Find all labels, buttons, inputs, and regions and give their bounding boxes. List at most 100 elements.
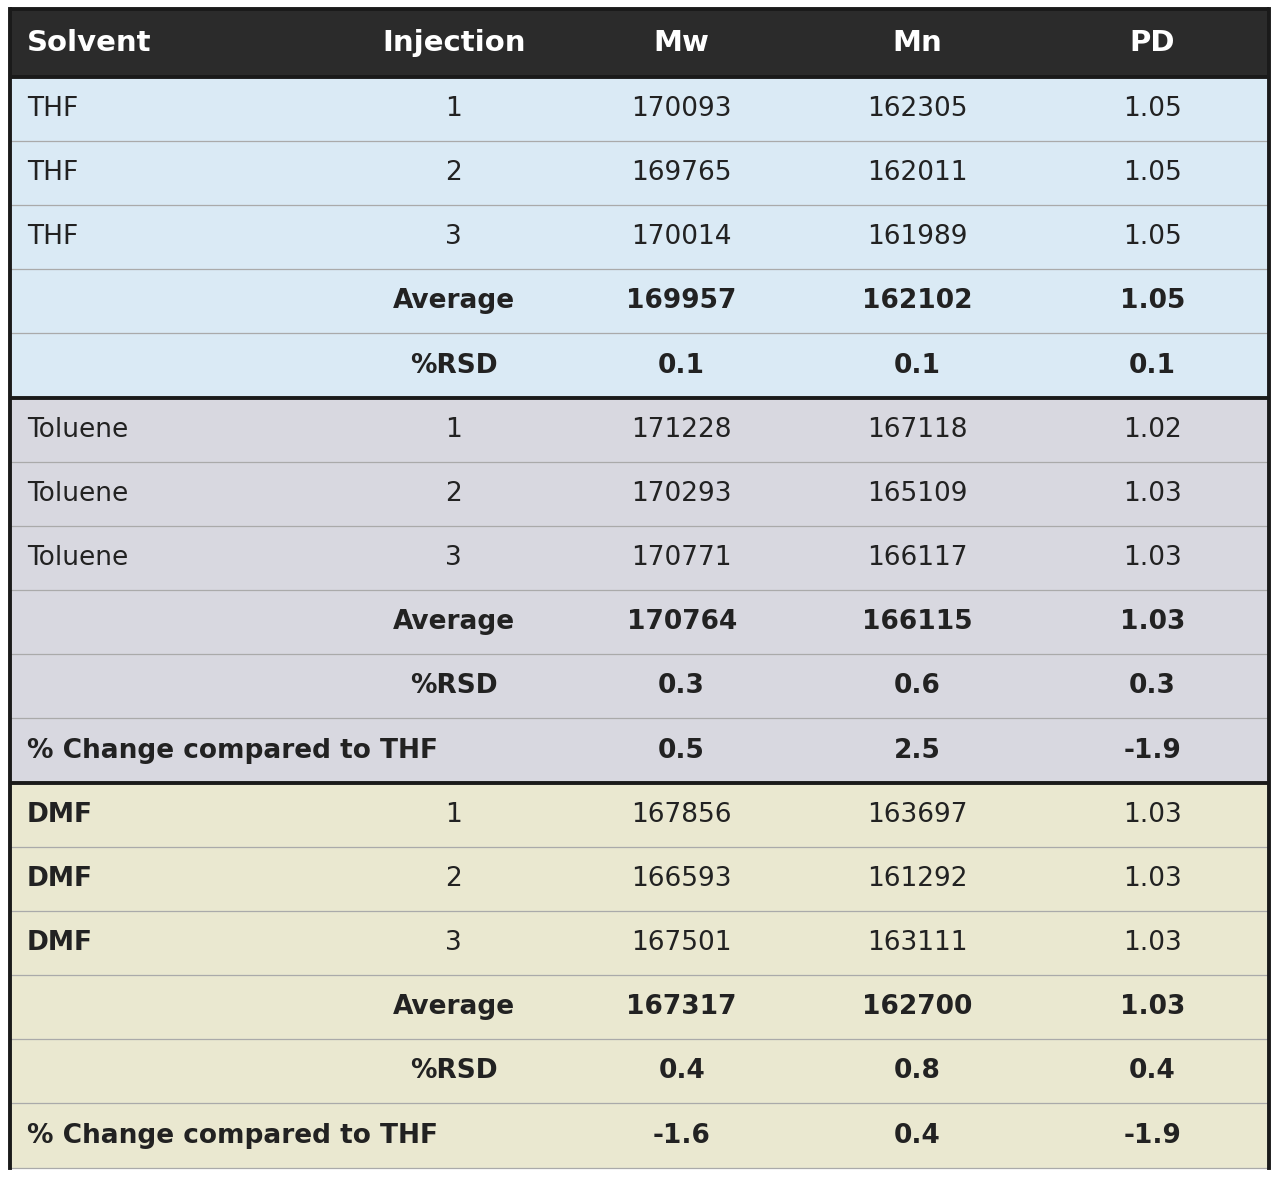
- Bar: [564, 205, 799, 270]
- Bar: [1035, 590, 1270, 654]
- Bar: [1035, 1103, 1270, 1168]
- Text: 0.1: 0.1: [1129, 353, 1175, 379]
- Bar: [799, 783, 1035, 846]
- Bar: [10, 911, 344, 975]
- Bar: [1035, 77, 1270, 141]
- Bar: [1035, 333, 1270, 398]
- Bar: [10, 1103, 344, 1168]
- Text: 169957: 169957: [627, 288, 737, 314]
- Bar: [564, 975, 799, 1039]
- Bar: [10, 783, 344, 846]
- Bar: [344, 783, 564, 846]
- Bar: [564, 270, 799, 333]
- Bar: [564, 590, 799, 654]
- Text: Average: Average: [393, 610, 515, 636]
- Text: 3: 3: [445, 224, 462, 251]
- Bar: [344, 654, 564, 718]
- Text: 165109: 165109: [867, 481, 967, 507]
- Bar: [799, 77, 1035, 141]
- Bar: [344, 398, 564, 461]
- Bar: [564, 398, 799, 461]
- Text: 162102: 162102: [862, 288, 972, 314]
- Bar: [799, 461, 1035, 526]
- Text: THF: THF: [27, 224, 78, 251]
- Text: 1: 1: [445, 802, 462, 827]
- Bar: [799, 911, 1035, 975]
- Bar: [1035, 975, 1270, 1039]
- Text: 166115: 166115: [862, 610, 972, 636]
- Bar: [799, 1039, 1035, 1103]
- Text: 1.03: 1.03: [1123, 545, 1182, 571]
- Text: 2: 2: [445, 866, 462, 892]
- Bar: [799, 205, 1035, 270]
- Bar: [564, 77, 799, 141]
- Text: 0.5: 0.5: [659, 738, 705, 764]
- Bar: [344, 1039, 564, 1103]
- Bar: [10, 205, 344, 270]
- Text: % Change compared to THF: % Change compared to THF: [27, 738, 437, 764]
- Text: %RSD: %RSD: [411, 673, 498, 699]
- Bar: [10, 846, 344, 911]
- Text: 1.03: 1.03: [1123, 866, 1182, 892]
- Text: -1.6: -1.6: [652, 1123, 711, 1149]
- Bar: [564, 9, 799, 77]
- Text: Average: Average: [393, 288, 515, 314]
- Bar: [799, 141, 1035, 205]
- Bar: [10, 333, 344, 398]
- Text: PD: PD: [1129, 29, 1175, 58]
- Bar: [799, 9, 1035, 77]
- Text: 1.03: 1.03: [1119, 610, 1186, 636]
- Bar: [10, 654, 344, 718]
- Text: 167317: 167317: [627, 995, 737, 1020]
- Bar: [1035, 1039, 1270, 1103]
- Text: 162305: 162305: [867, 95, 967, 122]
- Bar: [799, 270, 1035, 333]
- Text: 0.8: 0.8: [894, 1058, 940, 1084]
- Text: %RSD: %RSD: [411, 353, 498, 379]
- Bar: [799, 526, 1035, 590]
- Bar: [799, 333, 1035, 398]
- Bar: [344, 718, 564, 783]
- Bar: [1035, 783, 1270, 846]
- Text: DMF: DMF: [27, 930, 93, 956]
- Bar: [564, 1103, 799, 1168]
- Text: 2: 2: [445, 160, 462, 186]
- Bar: [564, 1039, 799, 1103]
- Bar: [799, 654, 1035, 718]
- Bar: [564, 526, 799, 590]
- Text: 163697: 163697: [867, 802, 967, 827]
- Text: 170093: 170093: [632, 95, 732, 122]
- Bar: [564, 911, 799, 975]
- Text: 2.5: 2.5: [894, 738, 940, 764]
- Text: 0.4: 0.4: [894, 1123, 940, 1149]
- Text: 170771: 170771: [632, 545, 732, 571]
- Text: 171228: 171228: [632, 417, 732, 443]
- Bar: [1035, 398, 1270, 461]
- Bar: [564, 718, 799, 783]
- Bar: [10, 461, 344, 526]
- Bar: [344, 846, 564, 911]
- Bar: [564, 141, 799, 205]
- Text: THF: THF: [27, 160, 78, 186]
- Bar: [10, 77, 344, 141]
- Text: 162011: 162011: [867, 160, 967, 186]
- Text: 161989: 161989: [867, 224, 967, 251]
- Bar: [1035, 141, 1270, 205]
- Bar: [1035, 9, 1270, 77]
- Bar: [1035, 911, 1270, 975]
- Text: 3: 3: [445, 930, 462, 956]
- Text: 166117: 166117: [867, 545, 967, 571]
- Bar: [564, 654, 799, 718]
- Bar: [1035, 718, 1270, 783]
- Text: 1.02: 1.02: [1123, 417, 1182, 443]
- Text: 1.03: 1.03: [1123, 802, 1182, 827]
- Text: 1.05: 1.05: [1123, 95, 1182, 122]
- Bar: [564, 783, 799, 846]
- Text: Toluene: Toluene: [27, 417, 128, 443]
- Bar: [799, 975, 1035, 1039]
- Text: 0.4: 0.4: [1129, 1058, 1175, 1084]
- Bar: [1035, 846, 1270, 911]
- Text: 1.05: 1.05: [1123, 224, 1182, 251]
- Text: 3: 3: [445, 545, 462, 571]
- Text: 0.6: 0.6: [894, 673, 940, 699]
